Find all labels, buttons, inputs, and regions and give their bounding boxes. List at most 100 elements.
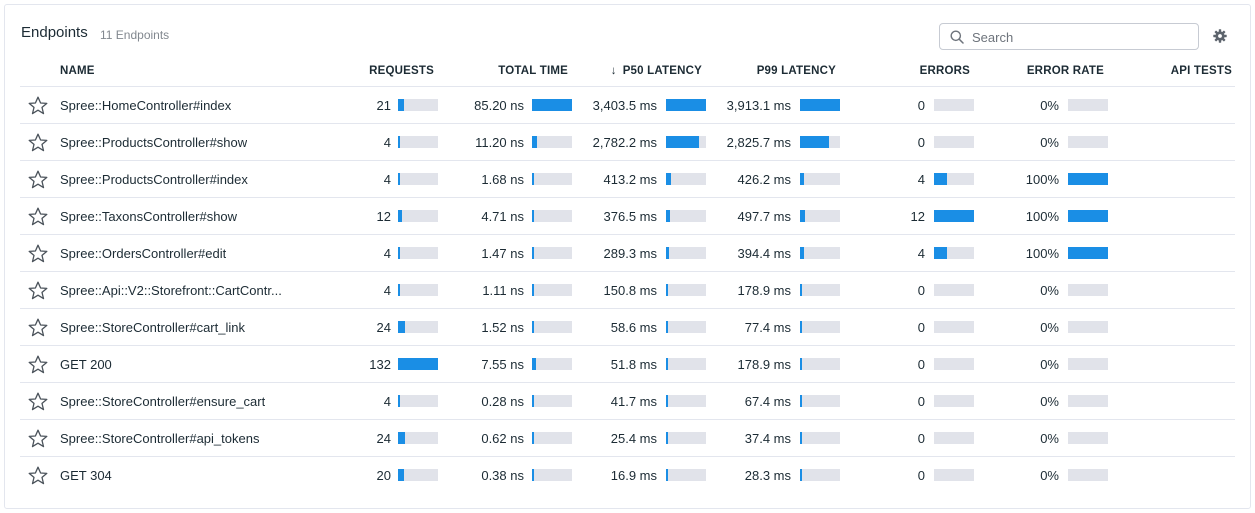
search-input[interactable] xyxy=(972,28,1192,46)
requests-bar-fill xyxy=(398,210,402,222)
errors-value: 4 xyxy=(917,172,925,187)
errors-bar xyxy=(934,247,974,259)
star-icon[interactable] xyxy=(28,96,48,115)
star-icon[interactable] xyxy=(28,392,48,411)
p99-latency-bar-fill xyxy=(800,284,802,296)
column-total-time[interactable]: TOTAL TIME xyxy=(498,65,568,77)
star-icon[interactable] xyxy=(28,244,48,263)
search-box[interactable] xyxy=(939,23,1199,50)
requests-bar xyxy=(398,136,438,148)
table-row[interactable]: Spree::StoreController#api_tokens 24 0.62 … xyxy=(20,420,1235,457)
requests-bar xyxy=(398,284,438,296)
requests-bar-fill xyxy=(398,469,404,481)
endpoint-name[interactable]: Spree::ProductsController#show xyxy=(60,135,248,150)
p99-latency-value: 497.7 ms xyxy=(737,209,791,224)
error-rate-bar-fill xyxy=(1068,210,1108,222)
p99-latency-bar-fill xyxy=(800,210,805,222)
p50-latency-bar xyxy=(666,321,706,333)
endpoint-name[interactable]: Spree::StoreController#ensure_cart xyxy=(60,394,266,409)
p50-latency-bar xyxy=(666,173,706,185)
total-time-bar xyxy=(532,173,572,185)
endpoint-name[interactable]: GET 200 xyxy=(60,357,112,372)
endpoint-name[interactable]: Spree::OrdersController#edit xyxy=(60,246,227,261)
table-row[interactable]: Spree::HomeController#index 21 85.20 ns 3,4… xyxy=(20,87,1235,124)
column-api-tests[interactable]: API TESTS xyxy=(1170,65,1232,77)
search-icon xyxy=(950,30,964,44)
errors-value: 0 xyxy=(917,468,925,483)
star-icon[interactable] xyxy=(28,429,48,448)
star-icon[interactable] xyxy=(28,355,48,374)
p50-latency-value: 41.7 ms xyxy=(610,394,657,409)
table-row[interactable]: Spree::ProductsController#index 4 1.68 ns 4… xyxy=(20,161,1235,198)
errors-bar xyxy=(934,284,974,296)
star-icon[interactable] xyxy=(28,466,48,485)
sort-descending-icon: ↓ xyxy=(610,65,617,77)
star-icon[interactable] xyxy=(28,207,48,226)
column-error-rate[interactable]: ERROR RATE xyxy=(1026,65,1104,77)
requests-bar-fill xyxy=(398,395,400,407)
errors-value: 0 xyxy=(917,283,925,298)
requests-value: 4 xyxy=(383,283,391,298)
table-row[interactable]: Spree::StoreController#cart_link 24 1.52 n… xyxy=(20,309,1235,346)
table-row[interactable]: GET 304 20 0.38 ns 16.9 ms 28.3 ms 0 0% xyxy=(20,457,1235,494)
errors-value: 0 xyxy=(917,431,925,446)
table-row[interactable]: Spree::Api::V2::Storefront::CartContr...… xyxy=(20,272,1235,309)
column-requests[interactable]: REQUESTS xyxy=(369,65,434,77)
endpoint-name[interactable]: Spree::TaxonsController#show xyxy=(60,209,238,224)
star-icon[interactable] xyxy=(28,281,48,300)
total-time-bar-fill xyxy=(532,173,534,185)
endpoint-name[interactable]: GET 304 xyxy=(60,468,112,483)
p99-latency-bar-fill xyxy=(800,432,802,444)
p50-latency-bar xyxy=(666,432,706,444)
p50-latency-bar-fill xyxy=(666,173,671,185)
p99-latency-bar xyxy=(800,284,840,296)
requests-bar xyxy=(398,395,438,407)
total-time-value: 85.20 ns xyxy=(474,98,524,113)
requests-bar xyxy=(398,321,438,333)
star-icon[interactable] xyxy=(28,170,48,189)
endpoint-name[interactable]: Spree::Api::V2::Storefront::CartContr... xyxy=(60,283,282,298)
error-rate-value: 0% xyxy=(1040,98,1059,113)
endpoint-name[interactable]: Spree::ProductsController#index xyxy=(60,172,248,187)
requests-bar xyxy=(398,210,438,222)
table-row[interactable]: Spree::StoreController#ensure_cart 4 0.28 … xyxy=(20,383,1235,420)
table-row[interactable]: Spree::ProductsController#show 4 11.20 ns 2… xyxy=(20,124,1235,161)
column-p50-latency[interactable]: ↓ P50 LATENCY xyxy=(590,65,702,77)
endpoint-name[interactable]: Spree::HomeController#index xyxy=(60,98,232,113)
gear-icon[interactable] xyxy=(1213,29,1227,43)
total-time-bar xyxy=(532,358,572,370)
p99-latency-bar xyxy=(800,469,840,481)
p99-latency-value: 178.9 ms xyxy=(737,283,791,298)
p50-latency-value: 2,782.2 ms xyxy=(592,135,657,150)
error-rate-value: 100% xyxy=(1025,172,1059,187)
p99-latency-bar-fill xyxy=(800,99,840,111)
total-time-bar-fill xyxy=(532,210,534,222)
total-time-bar-fill xyxy=(532,136,537,148)
p50-latency-bar-fill xyxy=(666,432,668,444)
table-row[interactable]: GET 200 132 7.55 ns 51.8 ms 178.9 ms 0 0% xyxy=(20,346,1235,383)
requests-value: 4 xyxy=(383,172,391,187)
p50-latency-value: 16.9 ms xyxy=(610,468,657,483)
table-row[interactable]: Spree::TaxonsController#show 12 4.71 ns 376… xyxy=(20,198,1235,235)
p50-latency-value: 413.2 ms xyxy=(603,172,657,187)
errors-value: 0 xyxy=(917,98,925,113)
endpoint-name[interactable]: Spree::StoreController#api_tokens xyxy=(60,431,260,446)
p50-latency-bar-fill xyxy=(666,136,699,148)
table-row[interactable]: Spree::OrdersController#edit 4 1.47 ns 289.… xyxy=(20,235,1235,272)
p50-latency-bar xyxy=(666,284,706,296)
total-time-value: 1.11 ns xyxy=(482,283,524,298)
p99-latency-bar xyxy=(800,136,840,148)
column-errors[interactable]: ERRORS xyxy=(919,65,970,77)
p99-latency-value: 77.4 ms xyxy=(744,320,791,335)
star-icon[interactable] xyxy=(28,318,48,337)
requests-value: 4 xyxy=(383,135,391,150)
column-p99-latency[interactable]: P99 LATENCY xyxy=(756,65,836,77)
p50-latency-bar-fill xyxy=(666,247,669,259)
endpoint-name[interactable]: Spree::StoreController#cart_link xyxy=(60,320,245,335)
star-icon[interactable] xyxy=(28,133,48,152)
column-name[interactable]: NAME xyxy=(60,65,95,77)
errors-bar xyxy=(934,173,974,185)
error-rate-value: 0% xyxy=(1040,394,1059,409)
error-rate-value: 0% xyxy=(1040,283,1059,298)
p50-latency-value: 150.8 ms xyxy=(603,283,657,298)
